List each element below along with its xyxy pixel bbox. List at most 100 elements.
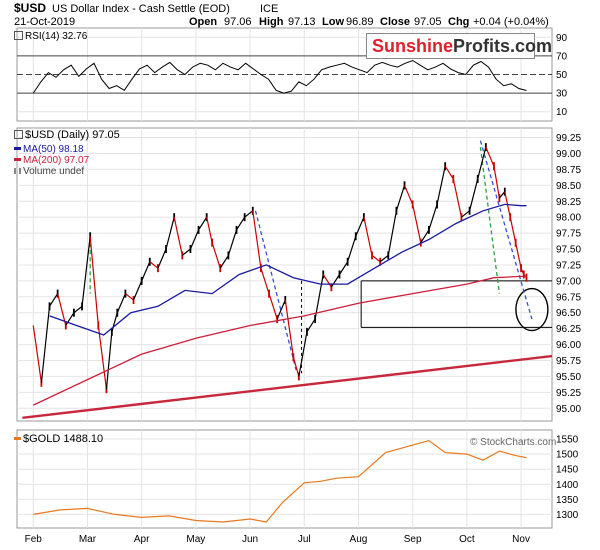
price-segment — [65, 312, 75, 326]
volume-legend-text: Volume undef — [23, 166, 85, 177]
gold-ytick-1450: 1450 — [556, 465, 579, 476]
gold-line — [33, 439, 527, 523]
price-ytick-1: 95.25 — [556, 388, 581, 399]
gold-ytick-1500: 1500 — [556, 450, 579, 461]
gold-grid — [16, 429, 553, 529]
chart-instrument-name: US Dollar Index - Cash Settle (EOD) — [52, 3, 230, 15]
high-value: 97.13 — [288, 16, 316, 28]
xtick-mar: Mar — [79, 534, 97, 545]
price-segment — [498, 191, 506, 199]
low-label: Low — [322, 16, 344, 28]
price-segment — [32, 325, 42, 383]
xtick-apr: Apr — [134, 534, 150, 545]
price-segment — [379, 254, 389, 263]
price-segment — [89, 236, 99, 326]
blue-decline-projection-june — [254, 210, 297, 371]
logo-text-part2: Profits.com — [453, 36, 553, 56]
open-value: 97.06 — [224, 16, 252, 28]
green-decline-projection — [479, 147, 501, 294]
price-segment — [125, 293, 134, 301]
watermark: © StockCharts.com — [470, 437, 557, 448]
price-segment — [515, 242, 522, 269]
price-ytick-17: 99.25 — [556, 133, 581, 144]
price-segment — [452, 178, 463, 218]
ma200-line — [33, 275, 527, 406]
price-segment — [314, 274, 324, 320]
rsi-ytick-70: 70 — [556, 51, 568, 62]
price-segment — [444, 165, 454, 180]
price-segment — [338, 261, 349, 275]
price-segment — [116, 293, 126, 313]
price-ytick-9: 97.25 — [556, 260, 581, 271]
volume-legend: Volume undef — [14, 166, 84, 177]
price-segment — [173, 217, 183, 256]
price-frame — [16, 127, 553, 422]
xtick-feb: Feb — [25, 534, 43, 545]
xtick-may: May — [186, 534, 205, 545]
price-segment — [198, 216, 208, 231]
price-segment — [395, 185, 406, 211]
gold-ytick-1400: 1400 — [556, 480, 579, 491]
close-label: Close — [380, 16, 410, 28]
gold-legend: $GOLD 1488.10 — [14, 434, 103, 445]
price-legend-main: $USD (Daily) 97.05 — [14, 130, 120, 141]
price-segment — [461, 210, 470, 218]
price-ytick-10: 97.50 — [556, 245, 581, 256]
price-segment — [292, 357, 300, 377]
annotations — [22, 140, 553, 420]
price-segment — [276, 299, 286, 320]
rsi-legend: RSI(14) 32.76 — [14, 31, 87, 42]
gold-legend-text: $GOLD 1488.10 — [23, 433, 104, 445]
ma50-legend-text: MA(50) 98.18 — [23, 144, 84, 155]
price-segment — [40, 306, 51, 383]
support-trendline — [22, 354, 553, 420]
price-segment — [211, 242, 221, 269]
price-segment — [355, 216, 365, 237]
price-ytick-12: 98.00 — [556, 213, 581, 224]
low-value: 96.89 — [346, 16, 374, 28]
chg-label: Chg — [448, 16, 470, 28]
ma50-legend: MA(50) 98.18 — [14, 144, 84, 155]
price-segment — [73, 305, 83, 314]
price-segment — [206, 217, 213, 243]
ma200-legend: MA(200) 97.07 — [14, 155, 89, 166]
series-layer — [32, 59, 528, 523]
open-label: Open — [189, 16, 218, 28]
price-segment — [420, 229, 430, 243]
price-segment — [132, 280, 143, 301]
gold-ytick-1550: 1550 — [556, 435, 579, 446]
price-segment — [219, 255, 229, 269]
axis-tick-labels: 10 30 50 70 90 95.00 95.25 95.50 95.75 96.00 96.25… — [25, 33, 582, 545]
price-segment — [165, 217, 175, 250]
price-segment — [477, 146, 487, 180]
price-segment — [244, 210, 254, 218]
blue-decline-projection-oct — [479, 140, 533, 320]
price-segment — [468, 178, 479, 211]
xtick-jul: Jul — [298, 534, 311, 545]
price-segment — [428, 204, 438, 231]
price-ytick-11: 97.75 — [556, 229, 581, 240]
price-segment — [322, 274, 332, 288]
price-segment — [371, 254, 381, 263]
price-segment — [403, 185, 414, 205]
price-segment — [260, 267, 270, 294]
price-ytick-13: 98.25 — [556, 197, 581, 208]
price-ytick-15: 98.75 — [556, 165, 581, 176]
price-segment — [493, 166, 500, 199]
price-segment — [330, 274, 340, 288]
price-segment — [157, 248, 167, 269]
gold-ytick-1350: 1350 — [556, 495, 579, 506]
price-segment — [189, 229, 200, 250]
gold-frame — [16, 429, 553, 529]
price-segment — [105, 331, 113, 390]
price-segment — [49, 293, 59, 307]
rsi-ytick-10: 10 — [556, 107, 568, 118]
price-segment — [57, 293, 67, 326]
price-segment — [236, 216, 246, 231]
price-ytick-14: 98.50 — [556, 181, 581, 192]
price-segment — [268, 293, 278, 320]
xtick-nov: Nov — [512, 534, 530, 545]
chart-exchange: ICE — [260, 3, 279, 15]
price-ytick-5: 96.25 — [556, 324, 581, 335]
